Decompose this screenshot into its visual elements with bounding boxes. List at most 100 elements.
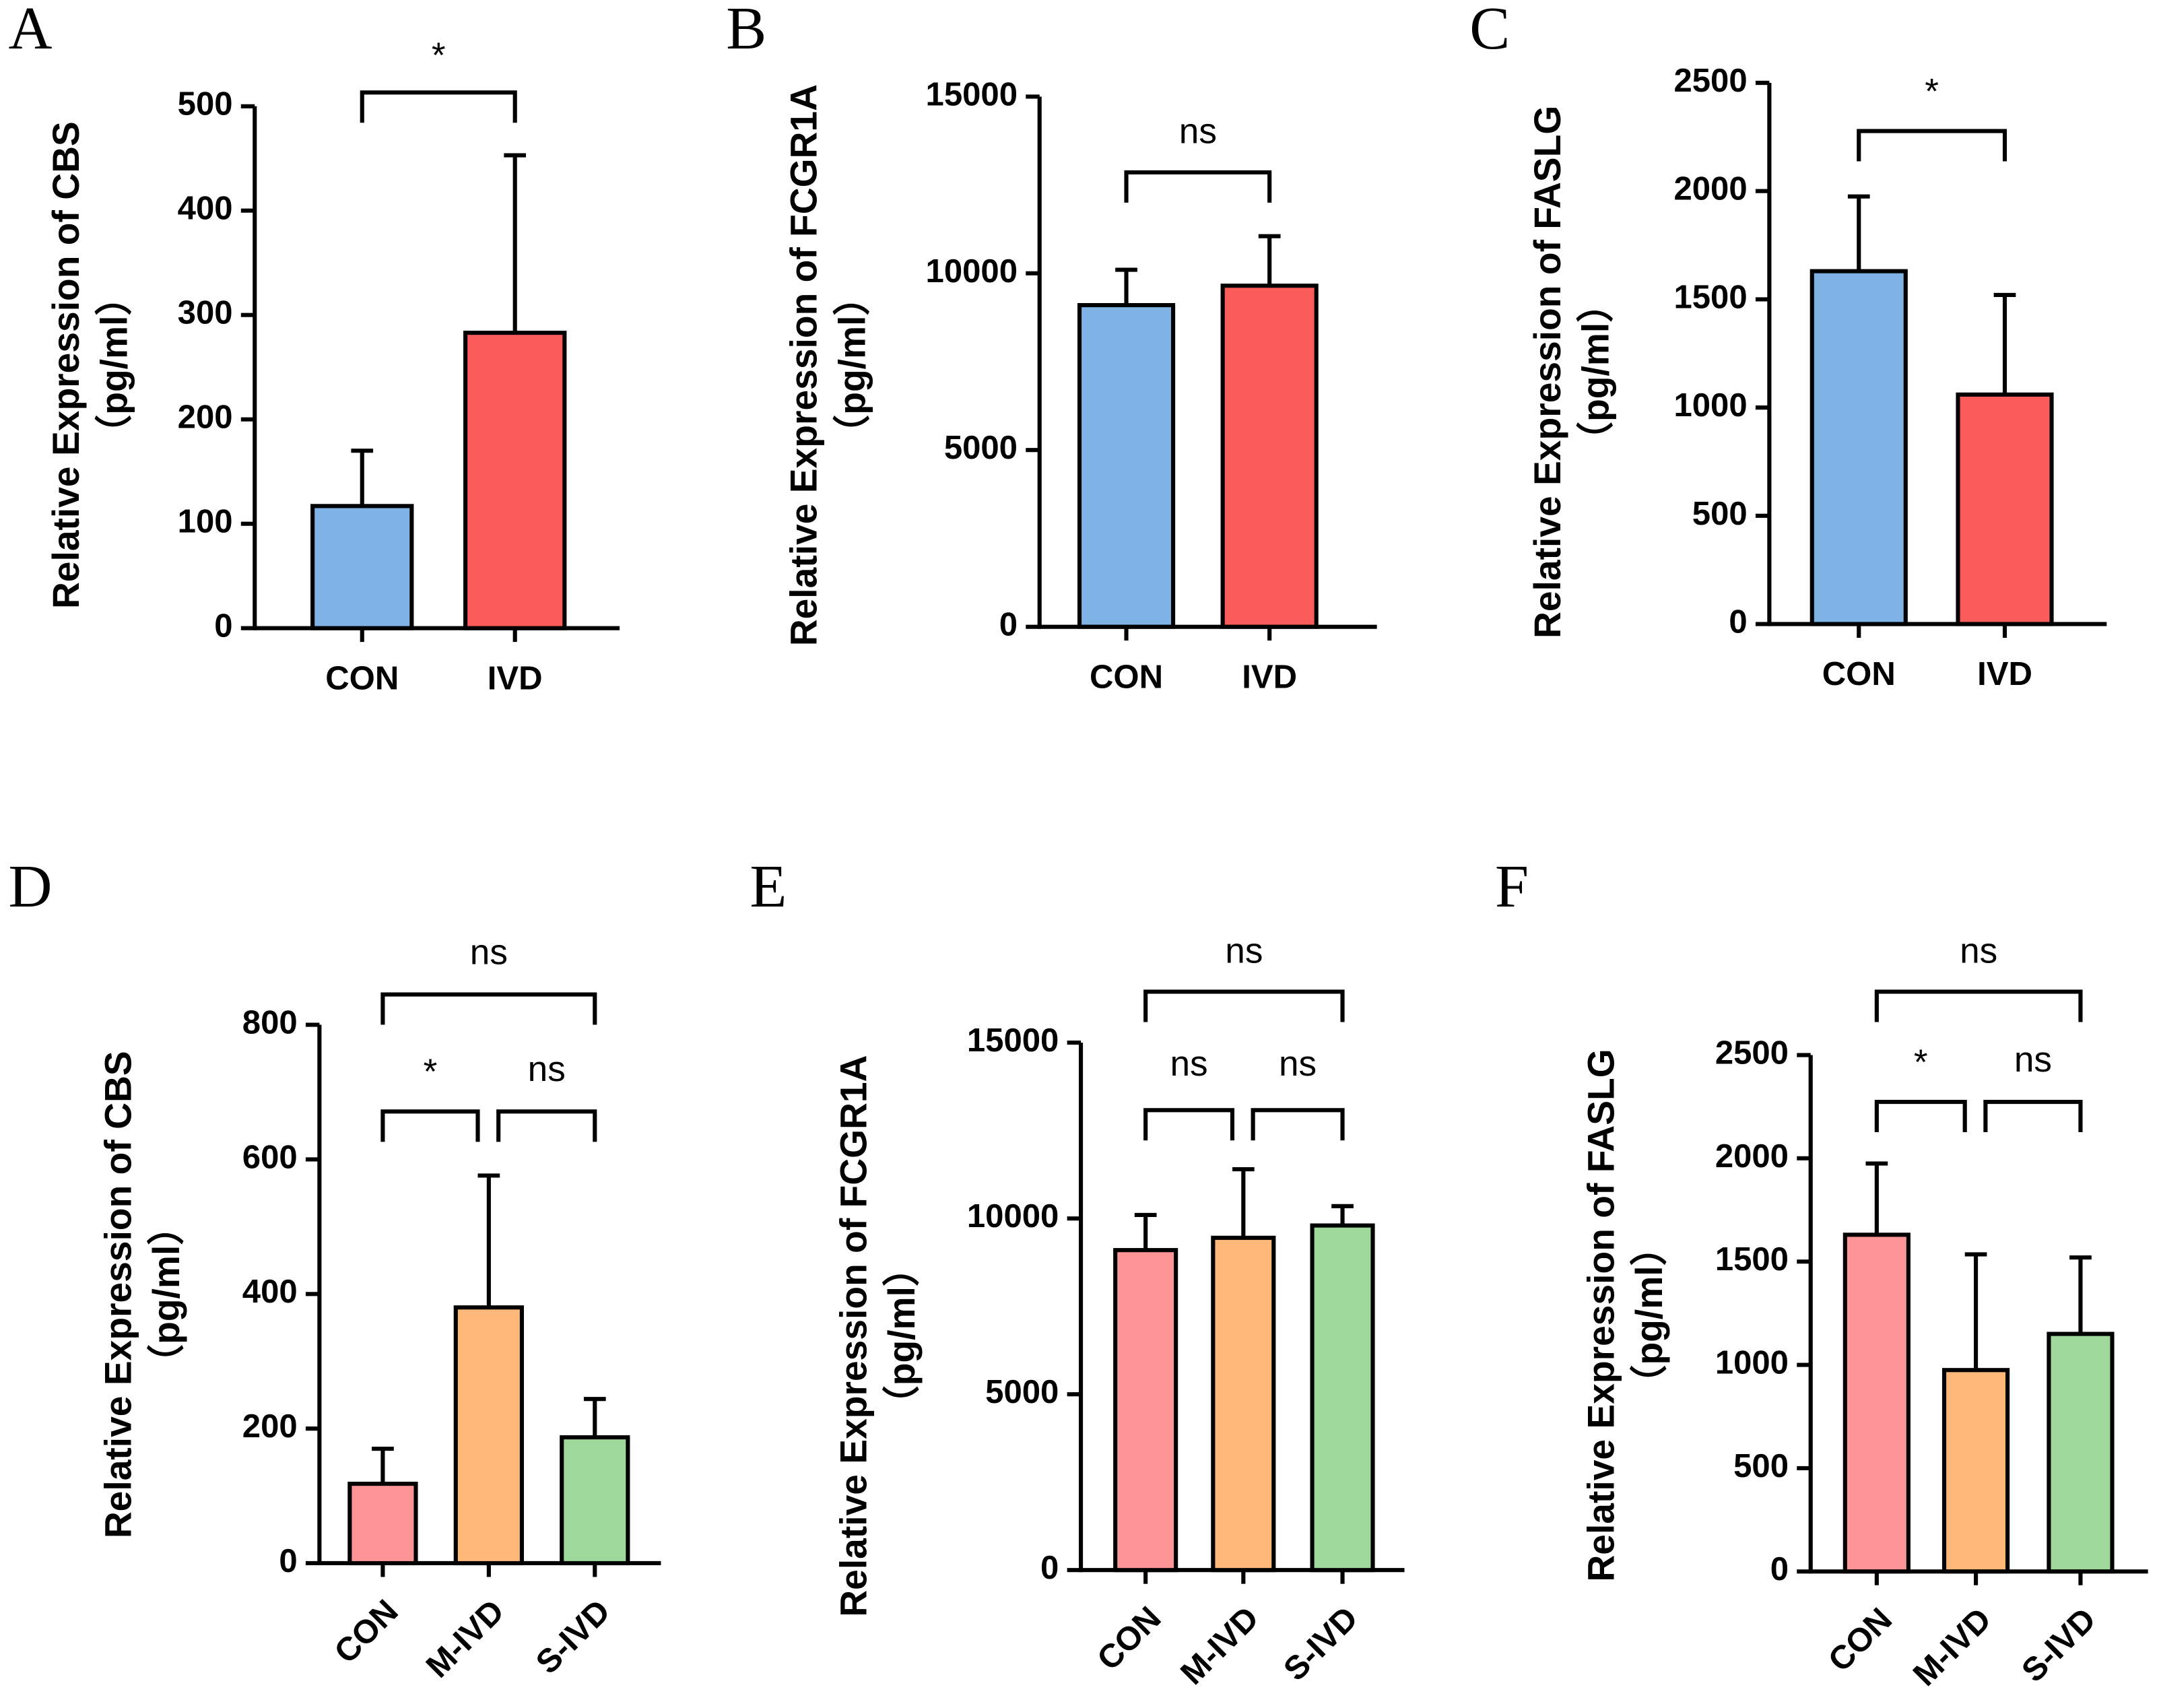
bar (1941, 1368, 2010, 1574)
y-axis-label: Relative Expression of CBS (45, 121, 87, 609)
y-tick-label: 500 (1692, 496, 1748, 532)
significance-label: ns (1225, 931, 1263, 971)
y-tick-label: 0 (1770, 1551, 1789, 1587)
y-tick-label: 1000 (1673, 387, 1747, 424)
bar (310, 504, 414, 630)
x-tick-label: CON (1822, 656, 1896, 692)
y-tick-label: 1500 (1715, 1241, 1789, 1278)
significance-bracket (1857, 129, 2007, 162)
x-tick-label: CON (1090, 1600, 1168, 1677)
y-axis-unit: （pg/ml） (93, 278, 135, 452)
y-axis-label: Relative Expression of FCGR1A (783, 84, 825, 646)
panel-label: C (1469, 0, 1510, 62)
significance-label: ns (1170, 1044, 1207, 1084)
x-tick-label: IVD (488, 660, 543, 696)
y-tick-label: 500 (178, 86, 233, 123)
panel-label: A (8, 0, 52, 62)
significance-bracket (380, 992, 597, 1025)
y-tick-label: 0 (1729, 604, 1747, 640)
significance-label: ns (1179, 112, 1217, 152)
significance-bracket (1874, 1099, 1967, 1133)
y-tick-label: 2500 (1715, 1034, 1789, 1071)
bar (347, 1482, 418, 1566)
x-tick-label: S-IVD (1277, 1600, 1365, 1688)
y-tick-label: 200 (178, 399, 233, 436)
x-tick-label: CON (325, 660, 399, 696)
significance-bracket (380, 1109, 480, 1142)
panel-label: D (8, 853, 52, 920)
significance-bracket (496, 1109, 597, 1142)
bar (1077, 303, 1176, 629)
y-tick-label: 10000 (926, 253, 1018, 290)
bar (1310, 1223, 1375, 1573)
panel-label: B (726, 0, 766, 62)
y-tick-label: 0 (1040, 1550, 1059, 1586)
significance-bracket (360, 90, 517, 123)
y-axis-unit: （pg/ml） (831, 278, 873, 452)
significance-bracket (1983, 1099, 2083, 1133)
y-tick-label: 2500 (1673, 63, 1747, 99)
bar (463, 331, 567, 630)
bar (1220, 284, 1319, 629)
significance-bracket (1124, 170, 1272, 203)
y-axis-label: Relative Expression of FASLG (1527, 106, 1568, 638)
y-axis-label: Relative Expression of FASLG (1581, 1049, 1622, 1581)
significance-bracket (1143, 989, 1345, 1022)
significance-label: * (1925, 71, 1939, 111)
panel-label: F (1495, 853, 1529, 920)
y-tick-label: 800 (242, 1005, 298, 1041)
y-tick-label: 500 (1733, 1448, 1789, 1484)
y-tick-label: 300 (178, 295, 233, 331)
bar (2047, 1332, 2115, 1574)
y-tick-label: 0 (279, 1543, 297, 1579)
significance-label: ns (1279, 1044, 1317, 1084)
significance-label: ns (470, 932, 508, 972)
significance-label: ns (2014, 1040, 2052, 1080)
bar (1809, 269, 1908, 626)
x-tick-label: IVD (1977, 656, 2032, 692)
significance-label: ns (1960, 931, 1997, 971)
x-tick-label: M-IVD (420, 1593, 511, 1684)
bar (1842, 1233, 1911, 1574)
significance-label: * (1914, 1043, 1928, 1082)
y-axis-unit: （pg/ml） (881, 1249, 923, 1423)
x-tick-label: M-IVD (1174, 1600, 1265, 1691)
y-tick-label: 100 (178, 504, 233, 540)
y-tick-label: 15000 (967, 1022, 1059, 1059)
y-tick-label: 400 (242, 1274, 298, 1310)
y-tick-label: 400 (178, 191, 233, 227)
x-tick-label: CON (1822, 1601, 1899, 1678)
bar (1211, 1235, 1276, 1573)
y-axis-label: Relative Expression of CBS (98, 1051, 139, 1538)
x-tick-label: CON (327, 1593, 405, 1670)
bar (1956, 392, 2054, 626)
y-axis-unit: （pg/ml） (145, 1208, 187, 1382)
y-tick-label: 15000 (926, 76, 1018, 112)
significance-bracket (1874, 989, 2083, 1022)
bar (453, 1305, 524, 1566)
y-tick-label: 200 (242, 1408, 298, 1445)
x-tick-label: CON (1090, 659, 1163, 695)
y-tick-label: 5000 (944, 430, 1018, 466)
y-tick-label: 2000 (1715, 1138, 1789, 1175)
y-tick-label: 1000 (1715, 1345, 1789, 1381)
panel-label: E (750, 853, 787, 920)
y-tick-label: 2000 (1673, 171, 1747, 207)
x-tick-label: S-IVD (529, 1593, 618, 1681)
x-tick-label: M-IVD (1906, 1601, 1998, 1693)
y-axis-unit: （pg/ml） (1628, 1228, 1670, 1402)
y-tick-label: 0 (214, 608, 232, 645)
y-tick-label: 600 (242, 1139, 298, 1175)
significance-bracket (1143, 1108, 1235, 1141)
y-axis-label: Relative Expression of FCGR1A (832, 1055, 874, 1617)
significance-label: * (432, 36, 446, 75)
significance-label: * (424, 1052, 438, 1092)
significance-label: ns (528, 1049, 566, 1089)
bar (560, 1435, 630, 1566)
y-axis-unit: （pg/ml） (1574, 286, 1616, 459)
y-tick-label: 1500 (1673, 279, 1747, 315)
significance-bracket (1251, 1108, 1345, 1141)
x-tick-label: IVD (1242, 659, 1297, 695)
x-tick-label: S-IVD (2015, 1601, 2103, 1689)
y-tick-label: 0 (999, 607, 1018, 643)
